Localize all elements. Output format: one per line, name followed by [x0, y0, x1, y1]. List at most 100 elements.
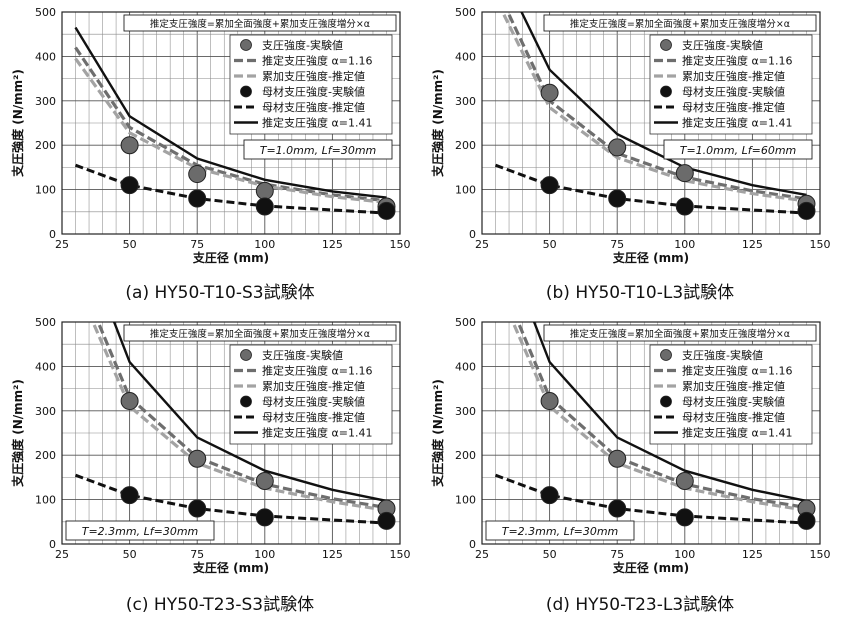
chart-panel-b: 25 50 75 100 125 150 0 100 200 300 400 500 支圧径 (mm) 支… [430, 6, 831, 303]
legend-marker-0 [660, 39, 672, 51]
legend-label-2: 累加支圧強度-推定値 [682, 69, 785, 83]
condition-box [65, 520, 215, 541]
legend-marker-3 [660, 395, 672, 408]
y-tick-label: 0 [49, 228, 56, 241]
x-tick-label: 150 [810, 238, 831, 251]
y-axis-label: 支圧強度 (N/mm²) [10, 379, 25, 488]
legend-label-3: 母材支圧強度-実験値 [262, 395, 365, 409]
data-point-series-3 [120, 176, 139, 195]
data-point-series-3 [377, 201, 396, 220]
legend-box [229, 344, 393, 445]
x-tick-label: 75 [190, 548, 204, 561]
x-tick-label: 50 [123, 238, 137, 251]
formula-box [123, 14, 397, 32]
legend-label-0: 支圧強度-実験値 [682, 38, 763, 52]
data-point-series-0 [188, 165, 207, 184]
data-point-series-0 [675, 471, 694, 490]
legend-label-4: 母材支圧強度-推定値 [262, 410, 365, 424]
series-line-1 [506, 12, 807, 201]
legend-box [229, 34, 393, 135]
series-line-5 [112, 322, 387, 503]
x-tick-label: 75 [610, 238, 624, 251]
x-tick-label: 125 [742, 548, 763, 561]
y-tick-label: 100 [455, 184, 476, 197]
legend-label-4: 母材支圧強度-推定値 [682, 410, 785, 424]
formula-text: 推定支圧強度=累加全面強度+累加支圧強度増分×α [150, 18, 370, 30]
y-tick-label: 0 [49, 538, 56, 551]
plot-frame [481, 11, 821, 235]
legend-label-4: 母材支圧強度-推定値 [262, 100, 365, 114]
y-tick-label: 400 [455, 360, 476, 373]
legend-label-1: 推定支圧強度 α=1.16 [262, 364, 372, 378]
formula-box [543, 14, 817, 32]
y-tick-label: 500 [35, 316, 56, 329]
y-tick-label: 200 [455, 139, 476, 152]
series-lines [74, 26, 387, 215]
chart-panel-c: 25 50 75 100 125 150 0 100 200 300 400 500 支圧径 (mm) 支… [10, 316, 411, 615]
formula-box [123, 324, 397, 342]
y-tick-label: 0 [469, 228, 476, 241]
legend-label-5: 推定支圧強度 α=1.41 [682, 116, 792, 130]
data-point-series-0 [540, 392, 559, 411]
x-tick-label: 50 [543, 548, 557, 561]
legend-box [649, 344, 813, 445]
y-tick-label: 200 [455, 449, 476, 462]
legend-label-5: 推定支圧強度 α=1.41 [682, 426, 792, 440]
chart-panel-a: 25 50 75 100 125 150 0 100 200 300 400 500 支圧径 (mm) 支… [10, 6, 411, 303]
formula-text: 推定支圧強度=累加全面強度+累加支圧強度増分×α [570, 18, 790, 30]
series-line-2 [91, 322, 387, 512]
legend-label-1: 推定支圧強度 α=1.16 [682, 54, 792, 68]
data-point-series-3 [797, 201, 816, 220]
legend-marker-3 [660, 85, 672, 98]
legend-marker-0 [240, 349, 252, 361]
series-line-4 [74, 473, 387, 525]
plot-frame [61, 321, 401, 545]
condition-box [243, 139, 393, 160]
condition-box [485, 520, 635, 541]
data-point-series-0 [540, 83, 559, 102]
series-lines [74, 322, 387, 525]
data-point-series-0 [608, 138, 627, 157]
chart-panel-d: 25 50 75 100 125 150 0 100 200 300 400 500 支圧径 (mm) 支… [430, 316, 831, 615]
series-line-1 [74, 46, 387, 203]
data-point-series-3 [797, 511, 816, 530]
data-point-series-3 [608, 189, 627, 208]
x-tick-label: 125 [322, 238, 343, 251]
x-tick-label: 50 [123, 548, 137, 561]
x-tick-label: 75 [190, 238, 204, 251]
x-axis-label: 支圧径 (mm) [192, 560, 269, 575]
x-axis-label: 支圧径 (mm) [612, 250, 689, 265]
y-tick-label: 500 [35, 6, 56, 19]
y-tick-label: 300 [35, 405, 56, 418]
x-tick-label: 100 [254, 548, 275, 561]
legend-label-1: 推定支圧強度 α=1.16 [682, 364, 792, 378]
legend-label-5: 推定支圧強度 α=1.41 [262, 116, 372, 130]
legend-label-0: 支圧強度-実験値 [262, 38, 343, 52]
formula-box [543, 324, 817, 342]
legend-label-0: 支圧強度-実験値 [682, 348, 763, 362]
y-tick-label: 400 [455, 50, 476, 63]
data-point-series-3 [255, 508, 274, 527]
y-tick-label: 100 [35, 494, 56, 507]
legend-label-2: 累加支圧強度-推定値 [262, 69, 365, 83]
legend-label-2: 累加支圧強度-推定値 [262, 379, 365, 393]
data-point-series-0 [608, 449, 627, 468]
condition-text: T=1.0mm, Lf=30mm [260, 144, 377, 157]
x-tick-label: 100 [674, 238, 695, 251]
series-line-4 [494, 473, 807, 525]
panel-caption: (a) HY50-T10-S3試験体 [125, 283, 314, 303]
legend-label-3: 母材支圧強度-実験値 [262, 85, 365, 99]
x-tick-label: 25 [475, 238, 489, 251]
y-axis-label: 支圧強度 (N/mm²) [10, 69, 25, 178]
data-point-series-3 [255, 197, 274, 216]
series-line-5 [520, 12, 807, 197]
plot-frame [61, 11, 401, 235]
x-tick-label: 25 [55, 548, 69, 561]
legend-label-1: 推定支圧強度 α=1.16 [262, 54, 372, 68]
legend-label-4: 母材支圧強度-推定値 [682, 100, 785, 114]
series-line-1 [516, 322, 807, 510]
x-axis-label: 支圧径 (mm) [192, 250, 269, 265]
plot-frame [481, 321, 821, 545]
legend-marker-3 [240, 85, 252, 98]
